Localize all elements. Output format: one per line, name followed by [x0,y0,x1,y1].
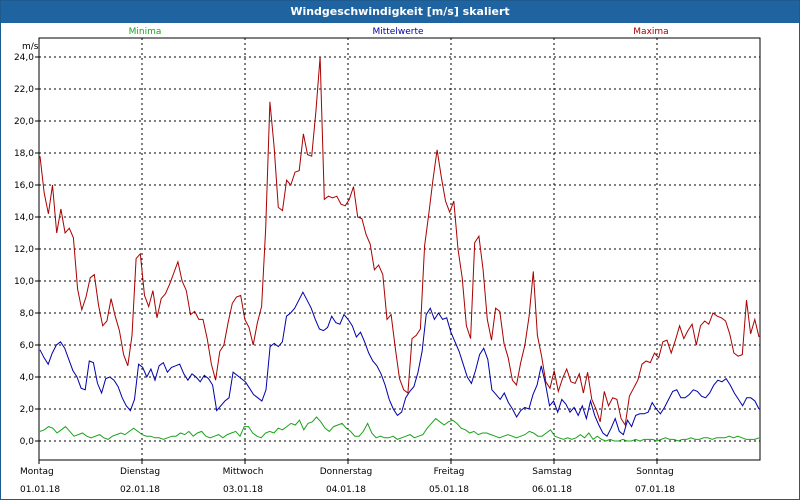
series-lines [39,56,760,442]
x-day-label: Freitag [434,467,465,477]
y-tick-label: 10,0 [14,277,34,287]
y-tick-label: 0,0 [20,437,35,447]
y-tick-label: 22,0 [14,85,34,95]
x-day-label: Sonntag [636,467,673,477]
legend: Minima Mittelwerte Maxima [129,27,669,37]
y-unit-label: m/s [22,42,39,52]
y-tick-label: 14,0 [14,213,34,223]
x-date-label: 01.01.18 [20,485,60,495]
x-axis: Montag 01.01.18 Dienstag 02.01.18 Mittwoch 03… [20,460,675,495]
y-tick-label: 20,0 [14,117,34,127]
y-tick-label: 2,0 [20,405,35,415]
y-tick-label: 24,0 [14,53,34,63]
x-day-label: Donnerstag [320,467,373,477]
y-tick-label: 18,0 [14,149,34,159]
window-title: Windgeschwindigkeit [m/s] skaliert [1,1,799,23]
x-date-label: 02.01.18 [120,485,160,495]
x-day-label: Montag [20,467,54,477]
y-axis: 0,0 2,0 4,0 6,0 8,0 10,0 12,0 14,0 16,0 18,0 20,0 2… [14,53,39,447]
x-date-label: 03.01.18 [223,485,263,495]
legend-maxima: Maxima [633,27,668,37]
x-day-label: Mittwoch [223,467,264,477]
x-date-label: 06.01.18 [532,485,572,495]
y-tick-label: 8,0 [20,309,35,319]
series-line-minima [39,416,760,442]
x-date-label: 05.01.18 [429,485,469,495]
y-tick-label: 12,0 [14,245,34,255]
legend-mittelwerte: Mittelwerte [372,27,423,37]
x-date-label: 04.01.18 [326,485,366,495]
y-tick-label: 6,0 [20,341,35,351]
y-tick-label: 4,0 [20,373,35,383]
y-tick-label: 16,0 [14,181,34,191]
x-day-label: Samstag [532,467,571,477]
x-date-label: 07.01.18 [635,485,675,495]
x-day-label: Dienstag [120,467,160,477]
series-line-mittelwerte [39,291,760,437]
series-line-maxima [39,56,760,427]
legend-minima: Minima [129,27,162,37]
grid-lines [39,38,760,460]
